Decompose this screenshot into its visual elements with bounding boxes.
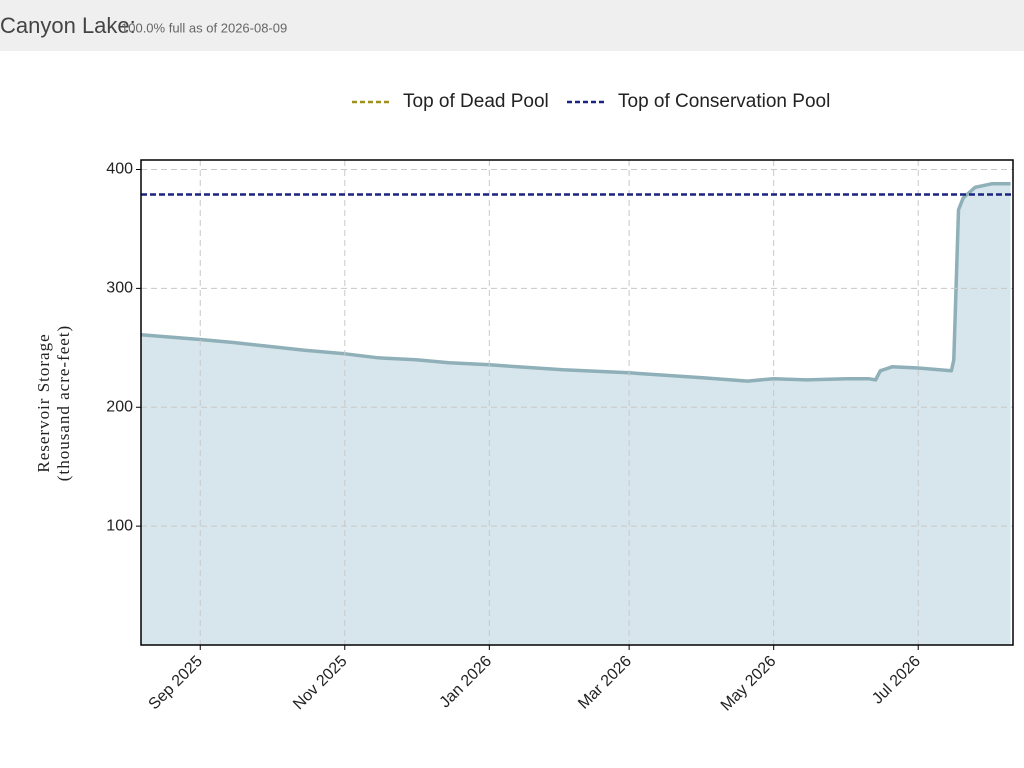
y-tick-label: 200 [106,398,133,415]
area-fill [141,183,1011,646]
x-tick-label: Sep 2025 [146,653,207,714]
header-subtitle: 100.0% full as of 2026-08-09 [121,20,287,35]
y-tick-label: 400 [106,161,133,178]
x-tick-label: May 2026 [718,653,780,715]
x-tick-label: Mar 2026 [575,653,635,713]
legend-label: Top of Dead Pool [403,91,549,112]
storage-line [140,182,1011,383]
header-bar [0,0,1024,51]
y-tick-label: 100 [106,517,133,534]
x-tick-label: Nov 2025 [290,653,351,714]
plot-frame [140,159,1014,646]
x-tick-label: Jan 2026 [437,653,496,712]
y-axis-label: Reservoir Storage [34,333,53,472]
x-tick-label: Jul 2026 [869,653,924,708]
header-title: Canyon Lake: [0,13,136,38]
y-axis-label: (thousand acre-feet) [54,325,73,481]
y-tick-label: 300 [106,280,133,297]
legend-label: Top of Conservation Pool [618,91,830,112]
